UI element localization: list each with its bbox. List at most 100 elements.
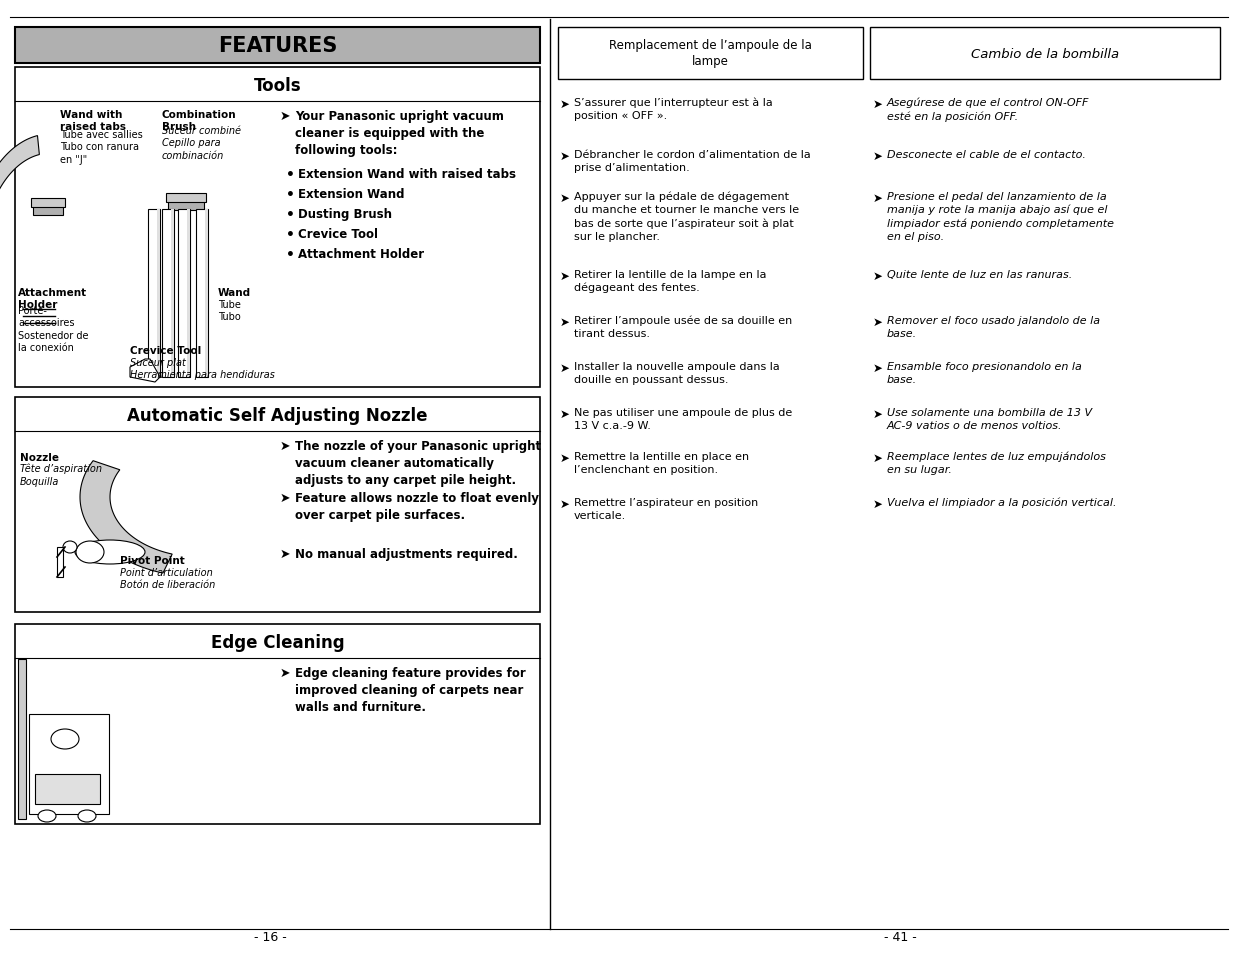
Text: Remover el foco usado jalandolo de la
base.: Remover el foco usado jalandolo de la ba… (887, 315, 1100, 338)
Text: ➤: ➤ (559, 497, 569, 511)
Text: ➤: ➤ (559, 192, 569, 205)
Bar (57, 547, 63, 578)
Text: ➤: ➤ (873, 361, 883, 375)
Ellipse shape (78, 810, 96, 822)
Bar (33, 206, 63, 215)
Text: ➤: ➤ (559, 452, 569, 464)
Text: Pivot Point: Pivot Point (120, 556, 185, 565)
Text: Tools: Tools (253, 77, 301, 95)
Text: Vuelva el limpiador a la posición vertical.: Vuelva el limpiador a la posición vertic… (887, 497, 1116, 508)
Polygon shape (130, 359, 161, 382)
Bar (15, 68, 540, 388)
Text: Desconecte el cable de el contacto.: Desconecte el cable de el contacto. (887, 150, 1086, 160)
Text: S’assurer que l’interrupteur est à la
position « OFF ».: S’assurer que l’interrupteur est à la po… (574, 98, 773, 121)
Bar (15, 624, 540, 824)
Text: Feature allows nozzle to float evenly
over carpet pile surfaces.: Feature allows nozzle to float evenly ov… (295, 492, 538, 521)
Text: Point d’articulation
Botón de liberación: Point d’articulation Botón de liberación (120, 567, 215, 590)
Text: Suceur combiné
Cepillo para
combinación: Suceur combiné Cepillo para combinación (162, 126, 241, 161)
Text: Remplacement de l’ampoule de la
lampe: Remplacement de l’ampoule de la lampe (609, 39, 811, 69)
Text: FEATURES: FEATURES (217, 36, 337, 56)
Polygon shape (0, 136, 40, 283)
Bar (28, 714, 109, 814)
Text: ➤: ➤ (280, 110, 290, 123)
Text: •: • (287, 188, 295, 202)
Text: ➤: ➤ (873, 497, 883, 511)
Bar (15, 397, 540, 613)
Polygon shape (80, 461, 172, 574)
Text: Reemplace lentes de luz empujándolos
en su lugar.: Reemplace lentes de luz empujándolos en … (887, 452, 1105, 475)
Text: Extension Wand with raised tabs: Extension Wand with raised tabs (298, 168, 516, 181)
Bar (196, 210, 207, 377)
Text: ➤: ➤ (559, 315, 569, 329)
Ellipse shape (51, 729, 79, 749)
Text: ➤: ➤ (873, 270, 883, 283)
Text: Débrancher le cordon d’alimentation de la
prise d’alimentation.: Débrancher le cordon d’alimentation de l… (574, 150, 810, 172)
Text: Edge Cleaning: Edge Cleaning (211, 634, 345, 651)
Text: ➤: ➤ (280, 492, 290, 504)
Text: Tube avec sallies
Tubo con ranura
en "J": Tube avec sallies Tubo con ranura en "J" (61, 130, 143, 165)
Text: Suceur plat
Herramienta para hendiduras: Suceur plat Herramienta para hendiduras (130, 357, 275, 380)
Text: Crevice Tool: Crevice Tool (130, 346, 201, 355)
Bar (869, 28, 1220, 80)
Text: Nozzle: Nozzle (20, 453, 59, 462)
Ellipse shape (75, 540, 144, 564)
Text: ➤: ➤ (559, 150, 569, 163)
Text: •: • (287, 228, 295, 242)
Text: Wand with
raised tabs: Wand with raised tabs (61, 110, 126, 132)
Bar (31, 199, 65, 208)
Text: Dusting Brush: Dusting Brush (298, 208, 391, 221)
Text: ➤: ➤ (559, 408, 569, 420)
Text: The nozzle of your Panasonic upright
vacuum cleaner automatically
adjusts to any: The nozzle of your Panasonic upright vac… (295, 439, 541, 486)
Text: Porte-
accessoires
Sostenedor de
la conexión: Porte- accessoires Sostenedor de la cone… (19, 306, 89, 353)
Text: Retirer l’ampoule usée de sa douille en
tirant dessus.: Retirer l’ampoule usée de sa douille en … (574, 315, 792, 339)
Text: Retirer la lentille de la lampe en la
dégageant des fentes.: Retirer la lentille de la lampe en la dé… (574, 270, 767, 294)
Text: ➤: ➤ (559, 361, 569, 375)
Bar (205, 210, 207, 377)
Text: Your Panasonic upright vacuum
cleaner is equipped with the
following tools:: Your Panasonic upright vacuum cleaner is… (295, 110, 504, 157)
Text: ➤: ➤ (280, 666, 290, 679)
Bar (148, 210, 161, 377)
Bar (165, 193, 206, 203)
Text: ➤: ➤ (280, 439, 290, 453)
Text: Remettre l’aspirateur en position
verticale.: Remettre l’aspirateur en position vertic… (574, 497, 758, 520)
Ellipse shape (63, 541, 77, 554)
Text: Remettre la lentille en place en
l’enclenchant en position.: Remettre la lentille en place en l’encle… (574, 452, 750, 475)
Text: - 16 -: - 16 - (253, 930, 287, 943)
Text: Appuyer sur la pédale de dégagement
du manche et tourner le manche vers le
bas d: Appuyer sur la pédale de dégagement du m… (574, 192, 799, 241)
Text: Tube
Tubo: Tube Tubo (219, 299, 241, 322)
Text: ➤: ➤ (873, 452, 883, 464)
Bar (19, 659, 26, 820)
Text: Combination
Brush: Combination Brush (162, 110, 237, 132)
Ellipse shape (38, 810, 56, 822)
Text: Ne pas utiliser une ampoule de plus de
13 V c.a.-9 W.: Ne pas utiliser une ampoule de plus de 1… (574, 408, 792, 431)
Text: •: • (287, 168, 295, 182)
Text: Extension Wand: Extension Wand (298, 188, 405, 201)
Text: Asegúrese de que el control ON-OFF
esté en la posición OFF.: Asegúrese de que el control ON-OFF esté … (887, 98, 1089, 122)
Text: Attachment
Holder: Attachment Holder (19, 288, 88, 310)
Text: Installer la nouvelle ampoule dans la
douille en poussant dessus.: Installer la nouvelle ampoule dans la do… (574, 361, 779, 384)
Text: Presione el pedal del lanzamiento de la
manija y rote la manija abajo así que el: Presione el pedal del lanzamiento de la … (887, 192, 1114, 241)
Bar (170, 210, 174, 377)
Bar (558, 28, 863, 80)
Text: Edge cleaning feature provides for
improved cleaning of carpets near
walls and f: Edge cleaning feature provides for impro… (295, 666, 526, 713)
Text: •: • (287, 208, 295, 222)
Text: No manual adjustments required.: No manual adjustments required. (295, 547, 517, 560)
Bar (178, 210, 190, 377)
Text: Crevice Tool: Crevice Tool (298, 228, 378, 241)
Text: ➤: ➤ (559, 270, 569, 283)
Bar (35, 774, 100, 804)
Text: ➤: ➤ (873, 150, 883, 163)
Text: Quite lente de luz en las ranuras.: Quite lente de luz en las ranuras. (887, 270, 1072, 280)
Text: Ensamble foco presionandolo en la
base.: Ensamble foco presionandolo en la base. (887, 361, 1082, 384)
Text: ➤: ➤ (873, 192, 883, 205)
Text: Automatic Self Adjusting Nozzle: Automatic Self Adjusting Nozzle (127, 407, 427, 424)
Bar (168, 201, 204, 211)
Text: ➤: ➤ (873, 98, 883, 111)
Text: ➤: ➤ (873, 315, 883, 329)
Text: ➤: ➤ (280, 547, 290, 560)
Ellipse shape (77, 541, 104, 563)
Text: ➤: ➤ (873, 408, 883, 420)
Text: Tête d’aspiration
Boquilla: Tête d’aspiration Boquilla (20, 463, 103, 486)
Text: Use solamente una bombilla de 13 V
AC-9 vatios o de menos voltios.: Use solamente una bombilla de 13 V AC-9 … (887, 408, 1092, 431)
Bar (15, 28, 540, 64)
